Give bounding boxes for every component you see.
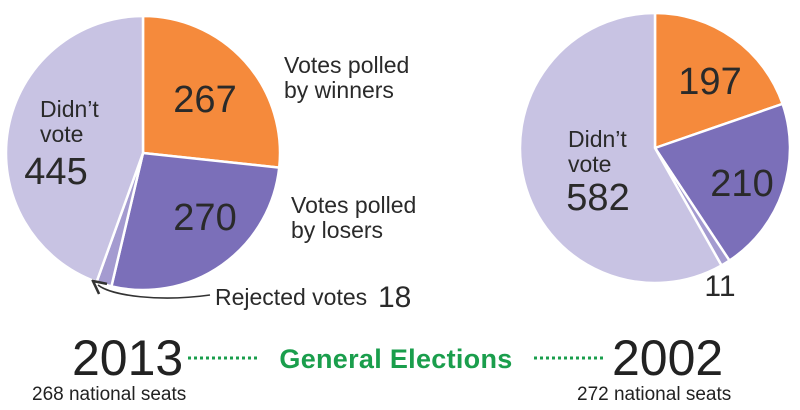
legend-label-losers-line2: by losers (291, 217, 383, 243)
slice-value-2002-rejected: 11 (704, 270, 735, 303)
rejected-votes-label: Rejected votes (215, 284, 367, 310)
legend-label-winners-line2: by winners (284, 77, 394, 103)
slice-value-2002-winners: 197 (678, 61, 741, 103)
legend-label-losers-line1: Votes polled (291, 192, 416, 218)
seats-note-2002: 272 national seats (577, 384, 731, 405)
legend-label-winners-line1: Votes polled (284, 52, 409, 78)
rejected-votes-value: 18 (378, 281, 411, 314)
slice-label-2002-didnt-vote-line1: Didn’t (568, 126, 627, 152)
rejected-votes-arrow (98, 285, 211, 299)
seats-note-2013: 268 national seats (32, 384, 186, 405)
pie-slice-2002-didnt-vote (518, 11, 723, 285)
slice-value-2002-losers: 210 (710, 163, 773, 205)
slice-value-2013-losers: 270 (173, 197, 236, 239)
pie-slice-2002-losers (653, 102, 792, 262)
pie-slice-2013-didnt-vote (4, 14, 145, 284)
pie-chart-2013 (4, 14, 282, 292)
year-2013: 2013 (72, 330, 183, 386)
pie-slice-2013-losers (110, 151, 281, 292)
slice-label-2002-didnt-vote-line2: vote (568, 151, 611, 177)
slice-label-2013-didnt-vote-line1: Didn’t (40, 96, 99, 122)
year-2002: 2002 (612, 330, 723, 386)
slice-value-2013-winners: 267 (173, 79, 236, 121)
slice-label-2013-didnt-vote-line2: vote (40, 121, 83, 147)
chart-title: General Elections (279, 344, 512, 374)
slice-value-2013-didnt-vote: 445 (24, 151, 87, 193)
pie-chart-2002 (518, 11, 792, 285)
pie-slice-2013-winners (141, 14, 282, 169)
slice-value-2002-didnt-vote: 582 (566, 177, 629, 219)
